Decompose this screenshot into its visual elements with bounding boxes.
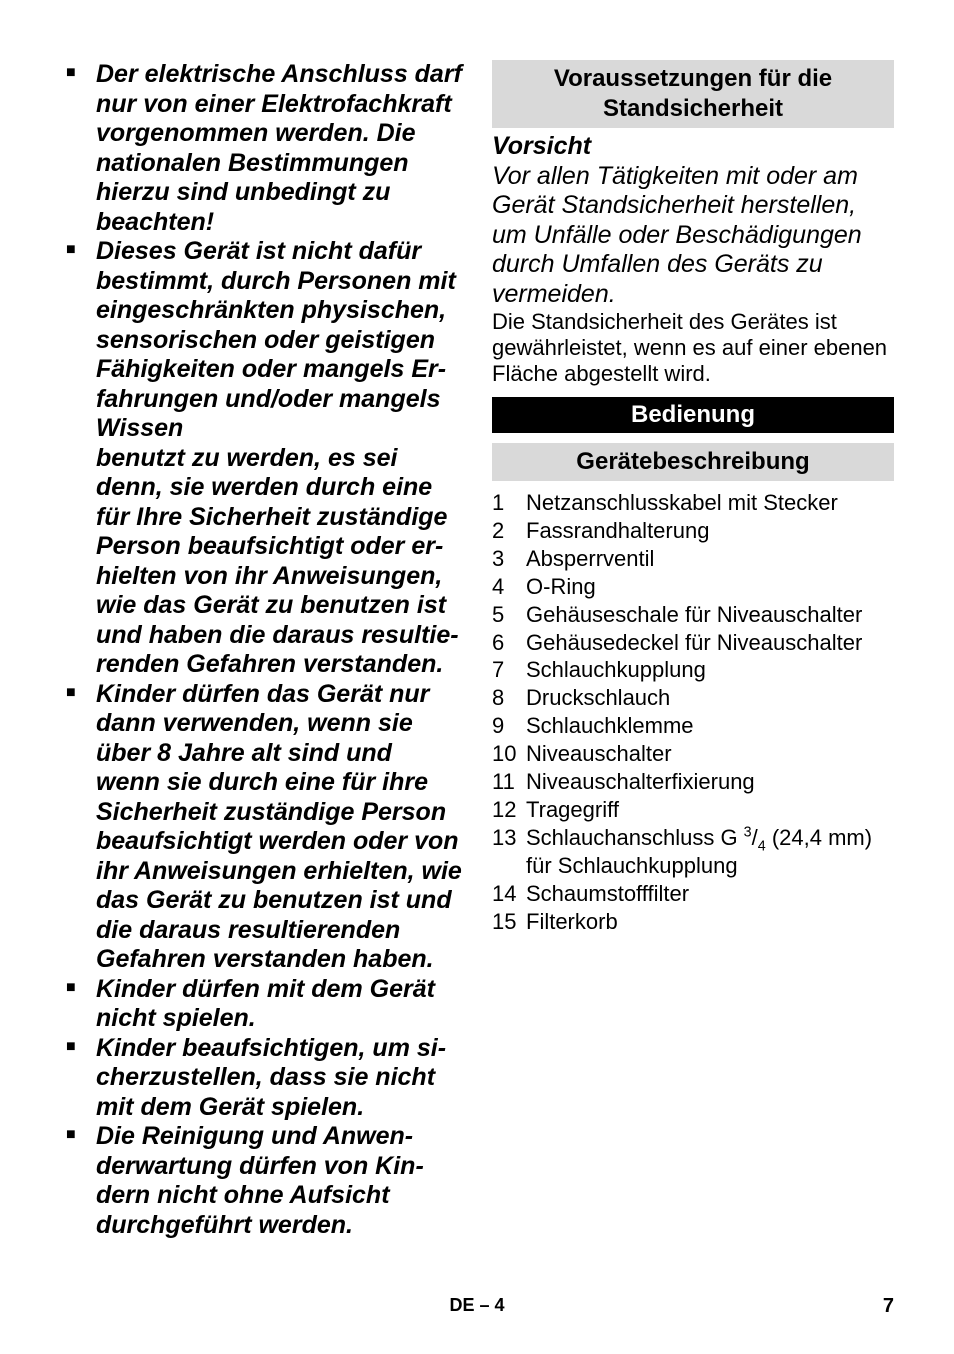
safety-bullet: Dieses Gerät ist nicht dafür be­stimmt, …	[60, 237, 462, 680]
safety-bullet: Kinder dürfen das Gerät nur dann verwend…	[60, 680, 462, 975]
part-number: 4	[492, 573, 520, 601]
part-item: 7Schlauchkupplung	[492, 656, 894, 684]
part-label: Schlauchklemme	[526, 713, 694, 738]
safety-bullet-list: Der elektrische Anschluss darf nur von e…	[60, 60, 462, 1240]
parts-list-cont: 14Schaumstofffilter 15Filterkorb	[492, 880, 894, 936]
part-label: Schlauchkupplung	[526, 657, 706, 682]
part-number: 2	[492, 517, 520, 545]
bullet-text: Dieses Gerät ist nicht dafür be­stimmt, …	[96, 237, 456, 442]
part-item: 3Absperrventil	[492, 545, 894, 573]
safety-bullet: Kinder beaufsichtigen, um si­cherzustell…	[60, 1034, 462, 1123]
heading-line: Standsicherheit	[603, 95, 783, 122]
section-heading-stability: Voraussetzungen für die Standsicherheit	[492, 60, 894, 128]
fraction-numerator: 3	[744, 825, 752, 841]
part-number: 7	[492, 656, 520, 684]
part-number: 3	[492, 545, 520, 573]
part13-suffix: (24,4 mm)	[766, 825, 872, 850]
part-number: 10	[492, 740, 520, 768]
part13-prefix: Schlauchanschluss G	[526, 825, 744, 850]
part-number: 12	[492, 796, 520, 824]
part-item: 11Niveauschalterfixierung	[492, 768, 894, 796]
part-number: 6	[492, 629, 520, 657]
page: Der elektrische Anschluss darf nur von e…	[0, 0, 954, 1354]
part-label: Netzanschlusskabel mit Stecker	[526, 490, 838, 515]
page-number: 7	[883, 1295, 894, 1318]
right-column: Voraussetzungen für die Standsicherheit …	[492, 60, 894, 1240]
part-label: Druckschlauch	[526, 685, 670, 710]
caution-label: Vorsicht	[492, 132, 894, 162]
caution-body: Vor allen Tätigkeiten mit oder am Gerät …	[492, 162, 894, 310]
part-label: Schaumstofffilter	[526, 881, 689, 906]
part-label: Gehäuseschale für Niveauschalter	[526, 602, 862, 627]
part-item: 5Gehäuseschale für Niveauschalter	[492, 601, 894, 629]
fraction-denominator: 4	[758, 839, 766, 855]
part-label: O-Ring	[526, 574, 596, 599]
safety-bullet: Kinder dürfen mit dem Gerät nicht spiele…	[60, 975, 462, 1034]
part-number: 15	[492, 908, 520, 936]
part-number: 5	[492, 601, 520, 629]
heading-line: Voraussetzungen für die	[554, 65, 832, 92]
section-heading-operation: Bedienung	[492, 397, 894, 433]
left-column: Der elektrische Anschluss darf nur von e…	[60, 60, 462, 1240]
part-label: Filterkorb	[526, 909, 618, 934]
part-number: 1	[492, 489, 520, 517]
part-item: 14Schaumstofffilter	[492, 880, 894, 908]
part13-continuation: für Schlauchkupplung	[492, 852, 894, 880]
safety-bullet: Die Reinigung und Anwen­derwartung dürfe…	[60, 1122, 462, 1240]
part-item: 9Schlauchklemme	[492, 712, 894, 740]
part-item: 12Tragegriff	[492, 796, 894, 824]
part-item: 2Fassrandhalterung	[492, 517, 894, 545]
part-number: 13	[492, 824, 520, 852]
section-heading-description: Gerätebeschreibung	[492, 443, 894, 481]
part-number: 11	[492, 768, 520, 796]
part-label: Niveauschalterfixierung	[526, 769, 755, 794]
two-column-layout: Der elektrische Anschluss darf nur von e…	[60, 60, 894, 1240]
part-number: 8	[492, 684, 520, 712]
part-label: Schlauchanschluss G 3/4 (24,4 mm)	[526, 825, 872, 850]
part-item: 15Filterkorb	[492, 908, 894, 936]
part-item: 10Niveauschalter	[492, 740, 894, 768]
part-label: Absperrventil	[526, 546, 654, 571]
part-label: Gehäusedeckel für Niveauschalter	[526, 630, 862, 655]
parts-list: 1Netzanschlusskabel mit Stecker 2Fassran…	[492, 489, 894, 852]
part-number: 14	[492, 880, 520, 908]
part-item: 1Netzanschlusskabel mit Stecker	[492, 489, 894, 517]
part-item: 13Schlauchanschluss G 3/4 (24,4 mm)	[492, 824, 894, 852]
part-item: 8Druckschlauch	[492, 684, 894, 712]
part-label: Fassrandhalterung	[526, 518, 709, 543]
part-label: Tragegriff	[526, 797, 619, 822]
part-label: Niveauschalter	[526, 741, 672, 766]
footer-center: DE – 4	[0, 1295, 954, 1316]
part-item: 4O-Ring	[492, 573, 894, 601]
safety-bullet: Der elektrische Anschluss darf nur von e…	[60, 60, 462, 237]
stability-note: Die Standsicherheit des Gerätes ist gewä…	[492, 309, 894, 387]
bullet-continuation: benutzt zu werden, es sei denn, sie werd…	[96, 444, 462, 680]
part-item: 6Gehäusedeckel für Niveauschalter	[492, 629, 894, 657]
part-number: 9	[492, 712, 520, 740]
